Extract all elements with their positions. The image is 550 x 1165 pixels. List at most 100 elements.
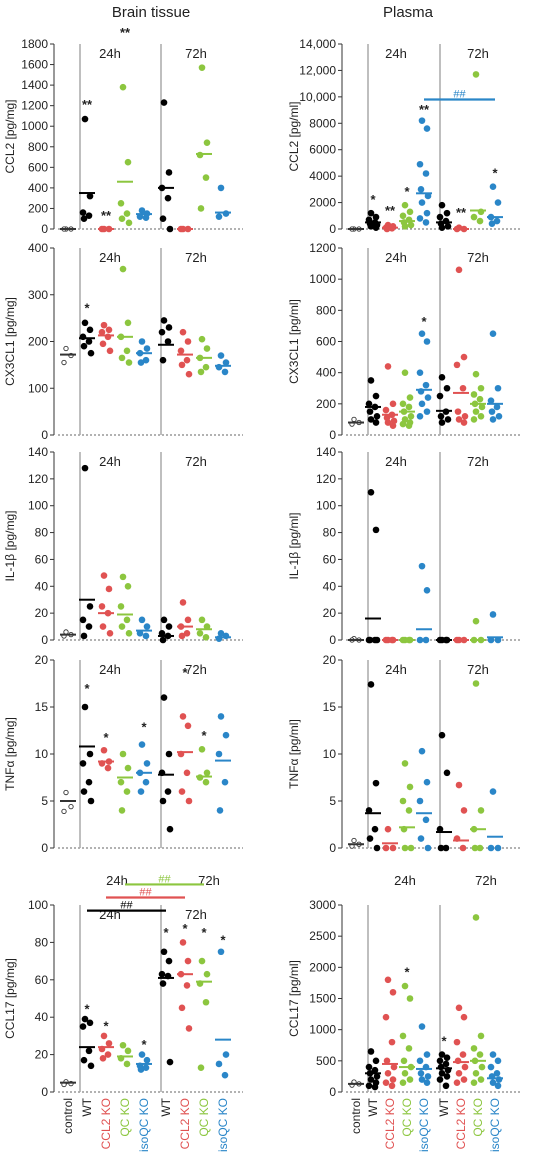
- plasma-cx3cl1-wt-72h-point: [438, 374, 446, 381]
- brain-il1b-y-tick-label: 120: [28, 472, 48, 486]
- brain-cx3cl1-control-point: [61, 359, 67, 366]
- plasma-tnfa-qcko-24h-point: [405, 807, 413, 814]
- plasma-il1b-panel: 0 20 40 60 80 100 120 140 IL-1β [pg/ml] 24h 72h: [287, 445, 521, 647]
- plasma-il1b-wt-24h-point: [372, 526, 380, 534]
- plasma-cx3cl1-wt-72h-point: [436, 392, 444, 400]
- plasma-cx3cl1-qcko-72h-point: [476, 395, 484, 403]
- brain-ccl17-sig-bar-label: ##: [158, 873, 171, 885]
- plasma-tnfa-qcko-72h-point: [476, 844, 484, 852]
- brain-ccl2-isoqcko-24h-point: [138, 207, 146, 214]
- brain-ccl2-tp-label: 72h: [185, 46, 207, 61]
- plasma-cx3cl1-ccl2ko-72h-point: [460, 353, 468, 361]
- brain-tnfa-tp-72h-bottom: 72h: [198, 873, 220, 888]
- plasma-ccl17-ccl2ko-24h-point: [389, 1076, 397, 1083]
- brain-ccl17-qcko-72h-point: [197, 1064, 205, 1071]
- brain-il1b-ccl2ko-24h-point: [98, 603, 106, 610]
- brain-tnfa-wt-72h-point: [164, 788, 172, 795]
- plasma-ccl17-ccl2ko-72h-point: [454, 1057, 462, 1065]
- plasma-ccl17-qcko-72h-point: [478, 1063, 486, 1071]
- brain-tnfa-isoqcko-24h-point: [138, 741, 146, 748]
- brain-ccl17-isoqcko-72h-point: [217, 948, 225, 956]
- plasma-tnfa-isoqcko-72h-point: [487, 844, 495, 852]
- plasma-cx3cl1-ccl2ko-72h-point: [460, 419, 468, 426]
- brain-ccl17-qcko-24h-point: [119, 1041, 127, 1049]
- plasma-cx3cl1-wt-72h-point: [437, 413, 445, 420]
- brain-ccl2-y-tick-label: 1000: [21, 119, 48, 133]
- plasma-cx3cl1-ccl2ko-24h-point: [382, 406, 390, 414]
- plasma-tnfa-isoqcko-24h-point: [418, 747, 426, 755]
- plasma-il1b-isoqcko-24h-point: [416, 636, 424, 644]
- brain-ccl2-qcko-24h-point: [117, 200, 125, 207]
- plasma-il1b-wt-24h-point: [373, 636, 381, 644]
- brain-tnfa-isoqcko-24h-point: [143, 760, 151, 767]
- brain-ccl2-wt-24h-point: [81, 115, 89, 123]
- plasma-ccl2-significance-star: *: [492, 165, 498, 180]
- brain-ccl2-wt-72h-point: [165, 169, 173, 176]
- plasma-ccl17-qcko-24h-point: [399, 1032, 407, 1040]
- brain-il1b-isoqcko-24h-point: [136, 629, 144, 637]
- plasma-ccl2-qcko-72h-point: [470, 213, 478, 221]
- plasma-ccl17-wt-72h-point: [436, 1076, 444, 1083]
- brain-tnfa-isoqcko-24h-point: [142, 778, 150, 786]
- plasma-ccl17-qcko-24h-point: [405, 1045, 413, 1052]
- plasma-cx3cl1-qcko-24h-point: [399, 420, 407, 428]
- brain-ccl17-tp-label: 72h: [185, 907, 207, 922]
- brain-cx3cl1-wt-72h-point: [158, 328, 166, 336]
- brain-ccl17-isoqcko-24h-point: [142, 1064, 150, 1071]
- brain-cx3cl1-qcko-24h-point: [125, 359, 133, 366]
- brain-ccl17-x-label-control: control: [61, 1098, 75, 1134]
- brain-tnfa-isoqcko-72h-point: [216, 807, 224, 814]
- brain-tnfa-wt-72h-point: [165, 750, 173, 758]
- plasma-tnfa-wt-24h-point: [366, 835, 374, 842]
- brain-il1b-ccl2ko-24h-point: [106, 629, 114, 637]
- brain-ccl17-wt-24h-point: [81, 1015, 89, 1023]
- brain-tnfa-qcko-24h-point: [123, 788, 131, 795]
- brain-ccl2-panel: 0 200 400 600 800 1000 1200 1400 1600 1800 CCL2 [p…: [3, 25, 243, 236]
- brain-tnfa-y-tick-label: 20: [35, 653, 49, 667]
- plasma-cx3cl1-qcko-24h-point: [405, 403, 413, 411]
- plasma-tnfa-ccl2ko-72h-point: [455, 781, 463, 789]
- brain-il1b-y-tick-label: 20: [35, 606, 49, 620]
- brain-cx3cl1-ccl2ko-24h-point: [106, 347, 114, 355]
- brain-ccl17-significance-star: *: [103, 1018, 109, 1033]
- plasma-ccl17-wt-24h-point: [365, 1063, 373, 1071]
- brain-ccl17-x-label-wt-72h: WT: [159, 1097, 173, 1116]
- brain-ccl17-wt-72h-point: [166, 1058, 174, 1066]
- brain-cx3cl1-y-tick-label: 100: [28, 381, 48, 395]
- brain-ccl2-qcko-72h-point: [202, 174, 210, 181]
- plasma-ccl17-ccl2ko-72h-point: [460, 1013, 468, 1021]
- brain-tnfa-tp-24h-bottom: 24h: [106, 873, 128, 888]
- brain-cx3cl1-wt-72h-point: [159, 356, 167, 364]
- brain-tnfa-tp-label: 72h: [185, 662, 207, 677]
- brain-tnfa-significance-star: *: [84, 681, 90, 696]
- brain-il1b-wt-24h-point: [81, 464, 89, 472]
- plasma-ccl2-isoqcko-24h-point: [417, 186, 425, 193]
- plasma-tnfa-tp-label: 24h: [385, 662, 407, 677]
- brain-tnfa-qcko-24h-point: [124, 764, 132, 772]
- plasma-ccl17-significance-star: *: [404, 965, 410, 980]
- brain-ccl17-significance-star: *: [141, 1037, 147, 1052]
- brain-il1b-y-tick-label: 80: [35, 526, 49, 540]
- brain-ccl17-significance-star: *: [220, 932, 226, 947]
- plasma-tnfa-isoqcko-24h-point: [423, 778, 431, 786]
- plasma-cx3cl1-isoqcko-24h-point: [423, 338, 431, 345]
- plasma-ccl17-x-label-ccl2ko-24h: CCL2 KO: [383, 1098, 397, 1149]
- plasma-cx3cl1-ccl2ko-72h-point: [453, 361, 461, 369]
- plasma-tnfa-wt-24h-point: [367, 681, 375, 688]
- plasma-cx3cl1-tp-label: 72h: [467, 250, 489, 265]
- plasma-ccl17-ccl2ko-72h-point: [460, 1076, 468, 1083]
- plasma-ccl17-ccl2ko-24h-point: [382, 1079, 390, 1086]
- plasma-ccl2-y-tick-label: 10,000: [299, 90, 336, 104]
- brain-ccl2-wt-24h-point: [85, 212, 93, 219]
- brain-il1b-qcko-24h-point: [118, 623, 126, 630]
- plasma-cx3cl1-qcko-72h-point: [477, 413, 485, 420]
- brain-ccl17-x-label-ccl2ko-72h: CCL2 KO: [178, 1098, 192, 1149]
- brain-cx3cl1-qcko-24h-point: [124, 319, 132, 327]
- brain-ccl17-ccl2ko-72h-point: [185, 1025, 193, 1032]
- brain-cx3cl1-ccl2ko-72h-point: [185, 370, 193, 378]
- brain-tnfa-wt-24h-point: [80, 788, 88, 795]
- brain-cx3cl1-wt-72h-point: [160, 317, 168, 324]
- plasma-il1b-isoqcko-72h-point: [487, 636, 495, 644]
- brain-il1b-wt-72h-point: [160, 616, 168, 624]
- brain-cx3cl1-wt-72h-point: [164, 338, 172, 345]
